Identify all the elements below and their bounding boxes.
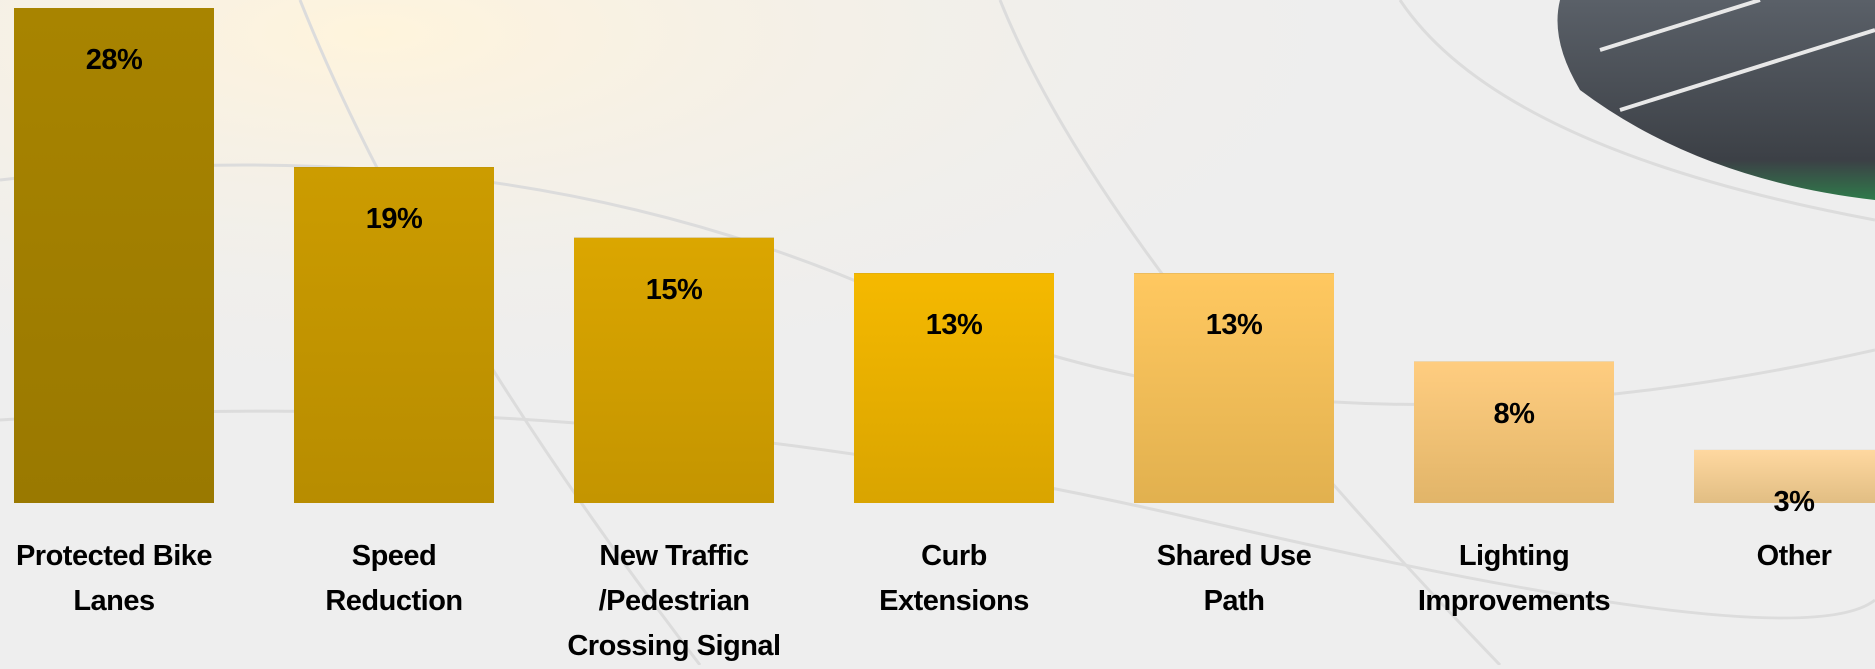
category-label: Lighting Improvements [1364,534,1664,624]
category-label: Protected Bike Lanes [0,534,264,624]
value-label: 13% [1084,303,1384,348]
value-label: 19% [244,197,544,242]
category-label: New Traffic /Pedestrian Crossing Signal [524,534,824,669]
category-label: Curb Extensions [804,534,1104,624]
value-label: 8% [1364,392,1664,437]
value-label: 15% [524,268,824,313]
value-label: 28% [0,38,264,83]
value-label: 13% [804,303,1104,348]
category-label: Other [1644,534,1875,579]
category-label: Speed Reduction [244,534,544,624]
category-label: Shared Use Path [1084,534,1384,624]
value-label: 3% [1644,480,1875,525]
